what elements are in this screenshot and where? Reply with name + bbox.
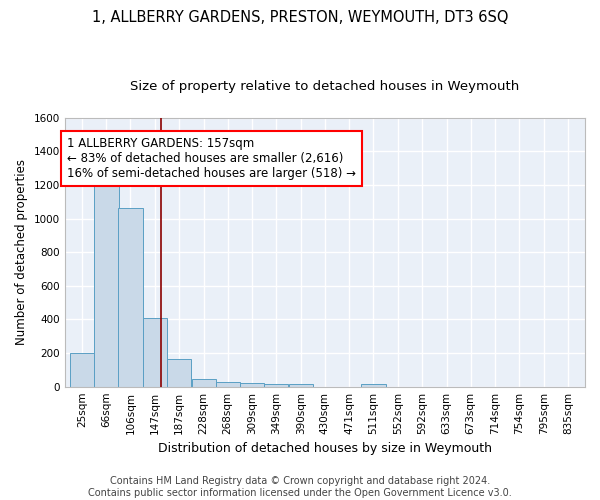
Text: 1 ALLBERRY GARDENS: 157sqm
← 83% of detached houses are smaller (2,616)
16% of s: 1 ALLBERRY GARDENS: 157sqm ← 83% of deta… [67,136,356,180]
Bar [240,384,265,386]
X-axis label: Distribution of detached houses by size in Weymouth: Distribution of detached houses by size … [158,442,492,455]
Text: 1, ALLBERRY GARDENS, PRESTON, WEYMOUTH, DT3 6SQ: 1, ALLBERRY GARDENS, PRESTON, WEYMOUTH, … [92,10,508,25]
Y-axis label: Number of detached properties: Number of detached properties [15,159,28,345]
Title: Size of property relative to detached houses in Weymouth: Size of property relative to detached ho… [130,80,520,93]
Bar [361,384,386,386]
Bar [289,384,313,386]
Bar [191,379,216,386]
Bar [94,181,119,386]
Bar [70,353,94,386]
Bar [215,382,240,386]
Bar [167,359,191,386]
Bar [118,208,143,386]
Text: Contains HM Land Registry data © Crown copyright and database right 2024.
Contai: Contains HM Land Registry data © Crown c… [88,476,512,498]
Bar [143,318,167,386]
Bar [264,384,289,386]
